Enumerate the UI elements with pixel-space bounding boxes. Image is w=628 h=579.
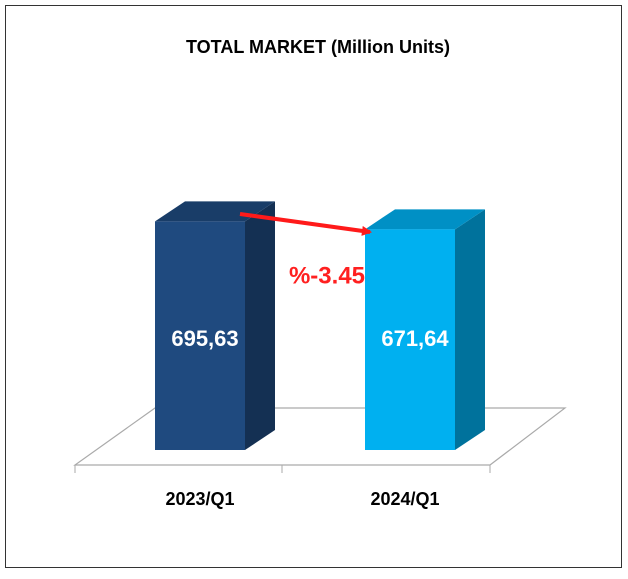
- x-tick-label: 2023/Q1: [165, 489, 234, 509]
- bar-side: [245, 201, 275, 450]
- x-tick-label: 2024/Q1: [370, 489, 439, 509]
- annotation: %-3.45: [289, 262, 365, 289]
- bar-side: [455, 209, 485, 450]
- chart-title: TOTAL MARKET (Million Units): [186, 37, 450, 57]
- bar: [365, 229, 455, 450]
- frame: [5, 5, 622, 568]
- value-label: 671,64: [381, 326, 449, 351]
- change-arrow: [239, 212, 372, 236]
- value-label: 695,63: [171, 326, 238, 351]
- bar-top: [365, 209, 485, 230]
- floor: [73, 407, 567, 466]
- bar: [155, 221, 245, 450]
